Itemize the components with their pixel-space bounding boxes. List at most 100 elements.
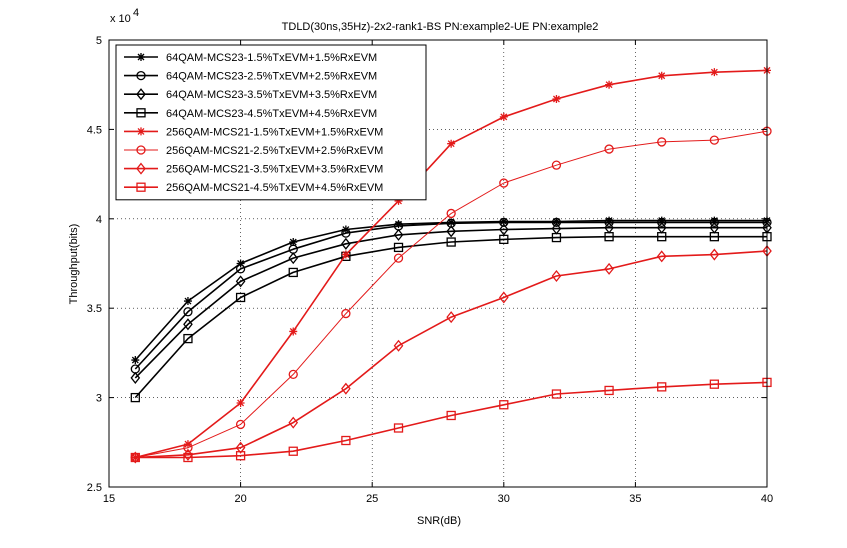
data-point-star <box>131 356 140 365</box>
data-point-star <box>710 216 719 225</box>
legend-label: 256QAM-MCS21-2.5%TxEVM+2.5%RxEVM <box>166 145 383 157</box>
data-point-circle <box>393 253 404 263</box>
legend-item: 256QAM-MCS21-2.5%TxEVM+2.5%RxEVM <box>124 145 383 157</box>
data-point-circle <box>183 443 193 453</box>
data-point-circle <box>604 144 614 154</box>
data-point-star <box>552 95 561 104</box>
data-point-star <box>657 71 666 80</box>
data-point-circle <box>657 137 667 147</box>
series-1 <box>131 216 771 365</box>
series-6 <box>130 126 772 463</box>
legend-label: 256QAM-MCS21-3.5%TxEVM+3.5%RxEVM <box>166 164 383 176</box>
data-point-star <box>289 238 298 247</box>
data-point-diamond <box>288 416 299 429</box>
data-point-circle <box>136 70 146 81</box>
data-point-square <box>551 232 562 243</box>
data-point-square <box>709 232 720 242</box>
chart-title: TDLD(30ns,35Hz)-2x2-rank1-BS PN:example2… <box>282 21 599 33</box>
data-point-diamond <box>136 88 146 101</box>
data-point-diamond <box>551 269 562 283</box>
data-point-star <box>447 139 456 148</box>
series-line <box>135 381 768 459</box>
data-point-diamond <box>136 162 146 175</box>
data-point-circle <box>709 135 720 145</box>
x-tick-label: 15 <box>103 493 115 505</box>
data-point-diamond <box>709 248 720 261</box>
data-point-square <box>136 108 146 118</box>
series-5 <box>131 66 771 462</box>
data-point-star <box>236 398 245 407</box>
data-point-diamond <box>235 441 246 454</box>
x-tick-label: 30 <box>498 493 510 505</box>
data-point-circle <box>341 228 351 238</box>
series-line <box>135 130 768 458</box>
data-point-circle <box>499 217 509 228</box>
data-point-star <box>499 217 508 226</box>
data-point-circle <box>235 419 246 430</box>
data-point-circle <box>709 217 720 228</box>
y-tick-label: 4 <box>96 214 102 226</box>
data-point-star <box>657 216 666 225</box>
legend-item: 256QAM-MCS21-1.5%TxEVM+1.5%RxEVM <box>124 126 383 138</box>
data-point-diamond <box>393 228 404 241</box>
data-point-square <box>499 234 509 245</box>
legend-item: 64QAM-MCS23-3.5%TxEVM+3.5%RxEVM <box>124 88 377 101</box>
data-point-square <box>446 237 456 247</box>
x-axis-label: SNR(dB) <box>417 515 461 527</box>
y-tick-label: 2.5 <box>87 482 102 494</box>
legend-label: 64QAM-MCS23-3.5%TxEVM+3.5%RxEVM <box>166 89 377 101</box>
data-point-diamond <box>604 262 614 275</box>
legend-item: 256QAM-MCS21-3.5%TxEVM+3.5%RxEVM <box>124 162 383 176</box>
data-point-diamond <box>288 252 299 265</box>
data-point-diamond <box>446 311 456 324</box>
data-point-square <box>604 385 614 396</box>
y-exponent-base: x 10 <box>110 13 131 25</box>
grid-lines <box>109 40 767 487</box>
legend-item: 64QAM-MCS23-2.5%TxEVM+2.5%RxEVM <box>124 71 377 83</box>
data-point-star <box>605 80 614 89</box>
data-point-diamond <box>130 451 141 464</box>
data-point-star <box>137 53 145 61</box>
y-tick-label: 5 <box>96 35 102 47</box>
data-point-circle <box>657 217 667 228</box>
data-point-square <box>604 232 614 242</box>
y-axis-label: Throughput(bits) <box>68 224 80 305</box>
data-point-star <box>447 218 456 227</box>
series-line <box>135 250 768 459</box>
x-tick-label: 25 <box>366 493 378 505</box>
data-point-square <box>288 446 298 456</box>
legend-label: 64QAM-MCS23-1.5%TxEVM+1.5%RxEVM <box>166 52 377 64</box>
data-point-star <box>289 327 298 336</box>
data-point-star <box>183 297 192 306</box>
series-8 <box>130 377 772 463</box>
data-point-diamond <box>393 339 404 352</box>
data-point-diamond <box>130 371 141 384</box>
data-point-circle <box>551 217 562 228</box>
data-point-square <box>130 392 140 403</box>
data-point-square <box>551 389 562 399</box>
legend: 64QAM-MCS23-1.5%TxEVM+1.5%RxEVM 64QAM-MCS… <box>115 44 427 201</box>
series-line <box>134 235 767 399</box>
axes: 15 20 25 30 35 40 2.5 3 3.5 4 4.5 5 <box>87 35 773 505</box>
data-point-circle <box>446 208 456 219</box>
data-point-square <box>341 435 351 446</box>
data-point-square <box>709 379 720 389</box>
data-point-square <box>183 333 193 344</box>
data-point-diamond <box>656 250 667 263</box>
data-point-circle <box>136 145 146 155</box>
legend-item: 64QAM-MCS23-1.5%TxEVM+1.5%RxEVM <box>124 52 377 64</box>
legend-label: 64QAM-MCS23-4.5%TxEVM+4.5%RxEVM <box>166 108 377 120</box>
data-point-square <box>235 451 246 461</box>
series-group <box>130 66 772 464</box>
x-tick-label: 20 <box>234 493 246 505</box>
data-point-diamond <box>498 291 509 304</box>
legend-label: 64QAM-MCS23-2.5%TxEVM+2.5%RxEVM <box>166 71 377 83</box>
data-point-square <box>288 267 298 278</box>
data-point-diamond <box>446 225 456 238</box>
x-tick-label: 35 <box>629 493 641 505</box>
data-point-circle <box>183 307 193 317</box>
data-point-square <box>130 452 140 463</box>
legend-item: 64QAM-MCS23-4.5%TxEVM+4.5%RxEVM <box>124 108 377 120</box>
data-point-diamond <box>341 382 351 395</box>
